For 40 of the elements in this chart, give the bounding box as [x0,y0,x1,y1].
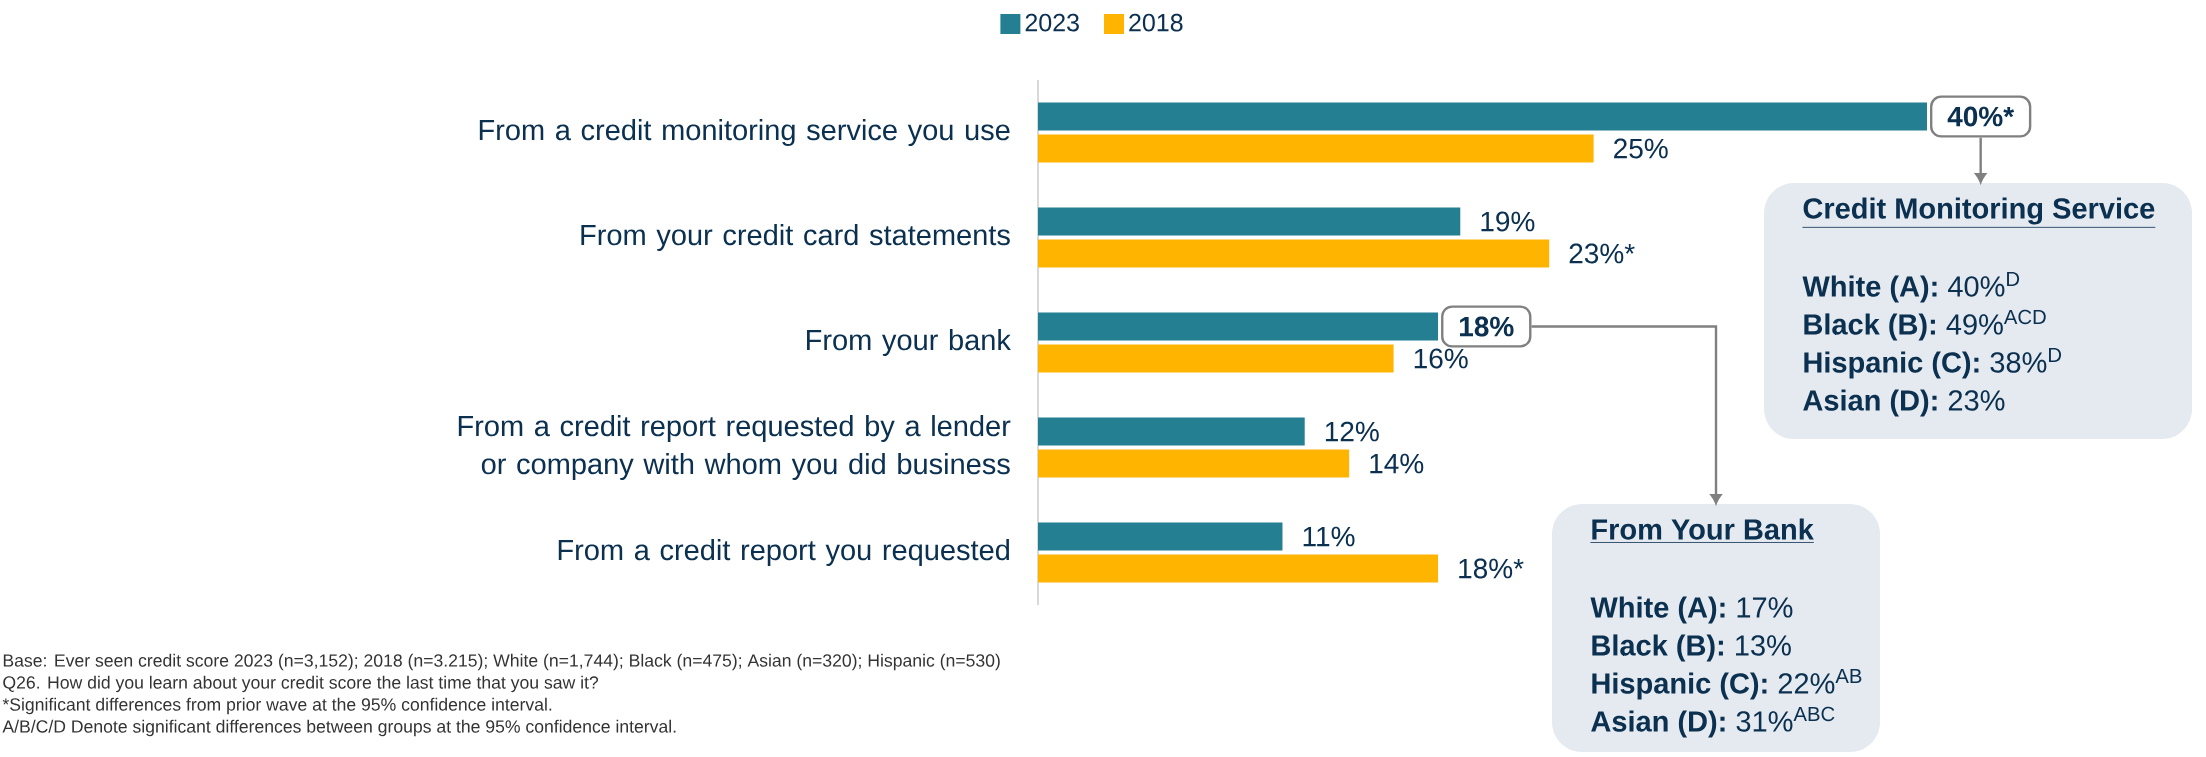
text: Q26. How did you learn about your credit score the last time that you saw it? [3,675,599,693]
bar [1038,554,1439,583]
annotation: White (A): 40%$^{D}$ [1802,272,2020,303]
text: Black (B): 13% [1592,634,1791,662]
legend-label: 2018 [1129,13,1183,32]
bar [1038,344,1394,373]
bar [1038,239,1550,268]
text: *Significant differences from prior wave at the 95% confidence interval. [2,697,552,715]
text: A/B/C/D Denote significant differences between groups at the 95% confidence interval. [2,719,676,737]
text: Base: Ever seen credit score 2023 (n=3,152); 2018 (n=3.215); White (n=1,744); Black (n=475); Asian (n=320); Hispanic (n=530) [3,653,1000,671]
data-label: 14% [1370,453,1424,474]
text: Asian (D): 31%$^{ABC}$ [1591,706,1835,738]
annotation: Hispanic (C): 38%$^{D}$ [1804,348,2062,379]
annotation: From Your Bank [1592,518,1814,540]
y-tick-label: From a credit monitoring service you use [479,118,1010,147]
annotation: Black (B): 49%$^{ACD}$ [1804,309,2046,341]
bar [1038,134,1594,163]
data-label: 16% [1414,348,1468,369]
data-label: 18%* [1459,558,1524,579]
bar [1038,417,1305,446]
data-label: 11% [1303,526,1355,547]
annotation: Asian (D): 23% [1803,389,2005,417]
data-label: 40%* [1947,106,2015,127]
bar [1038,207,1461,236]
annotation: Credit Monitoring Service [1803,197,2155,225]
y-tick-label: From a credit report requested by a lender or company with whom you did business [458,414,1011,481]
data-label: 19% [1481,211,1535,232]
data-label: 12% [1325,421,1379,442]
text: Hispanic (C): 22%$^{AB}$ [1592,669,1862,700]
bar [1038,522,1283,551]
bar [1038,449,1350,478]
bar [1038,102,1927,131]
y-tick-label: From your credit card statements [581,223,1010,252]
data-label: 18% [1460,316,1514,337]
y-tick-label: From your bank [807,328,1011,357]
data-label: 23%* [1569,243,1635,264]
legend-label: 2023 [1025,13,1079,32]
annotation: White (A): 17% [1590,596,1793,624]
data-label: 25% [1614,138,1668,159]
y-tick-label: From a credit report you requested [558,538,1009,567]
